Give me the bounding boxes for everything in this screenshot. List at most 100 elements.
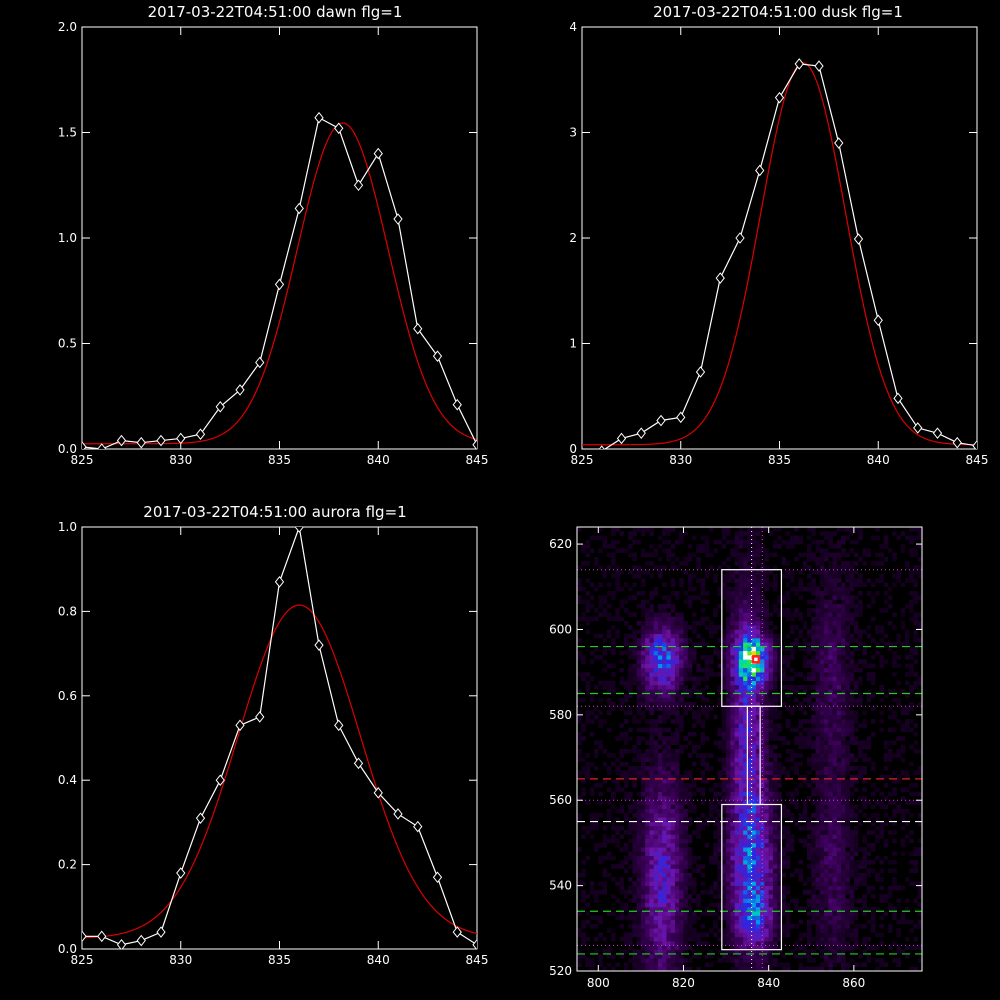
heatmap-pixel	[772, 808, 778, 814]
heatmap-pixel	[819, 684, 825, 690]
heatmap-pixel	[730, 842, 735, 848]
heatmap-pixel	[657, 676, 663, 681]
heatmap-pixel	[819, 804, 825, 810]
heatmap-pixel	[581, 868, 586, 874]
heatmap-pixel	[862, 872, 867, 878]
heatmap-pixel	[845, 902, 850, 908]
heatmap-pixel	[577, 650, 582, 656]
heatmap-pixel	[670, 766, 676, 771]
heatmap-pixel	[755, 642, 761, 647]
heatmap-pixel	[589, 603, 595, 609]
heatmap-pixel	[815, 561, 821, 566]
heatmap-pixel	[628, 958, 633, 963]
heatmap-pixel	[623, 633, 629, 639]
heatmap-pixel	[832, 885, 838, 891]
data-point-marker	[932, 427, 943, 439]
heatmap-pixel	[819, 556, 825, 562]
heatmap-pixel	[836, 915, 842, 921]
heatmap-pixel	[692, 778, 697, 784]
heatmap-pixel	[683, 966, 689, 971]
heatmap-pixel	[632, 663, 637, 669]
heatmap-pixel	[640, 569, 646, 575]
heatmap-pixel	[879, 638, 884, 643]
heatmap-pixel	[781, 684, 786, 690]
heatmap-pixel	[841, 864, 846, 869]
heatmap-pixel	[683, 941, 689, 946]
heatmap-pixel	[764, 842, 769, 848]
heatmap-pixel	[875, 625, 880, 630]
heatmap-pixel	[819, 740, 825, 746]
heatmap-pixel	[755, 945, 761, 950]
heatmap-pixel	[700, 791, 706, 797]
heatmap-pixel	[841, 825, 846, 831]
heatmap-pixel	[836, 847, 842, 852]
heatmap-pixel	[653, 885, 659, 891]
heatmap-pixel	[687, 945, 693, 950]
heatmap-pixel	[875, 629, 880, 635]
heatmap-pixel	[832, 612, 838, 617]
heatmap-pixel	[845, 638, 850, 643]
heatmap-pixel	[713, 834, 718, 839]
heatmap-pixel	[824, 783, 829, 788]
heatmap-pixel	[717, 539, 723, 545]
heatmap-pixel	[704, 573, 710, 579]
heatmap-pixel	[841, 817, 846, 822]
heatmap-pixel	[734, 719, 740, 724]
heatmap-pixel	[730, 915, 735, 921]
heatmap-pixel	[875, 855, 880, 861]
heatmap-pixel	[785, 684, 791, 690]
heatmap-pixel	[777, 723, 782, 728]
heatmap-pixel	[798, 612, 804, 617]
heatmap-pixel	[845, 966, 850, 971]
heatmap-pixel	[815, 936, 821, 942]
heatmap-pixel	[751, 872, 757, 878]
heatmap-pixel	[819, 697, 825, 703]
heatmap-pixel	[581, 548, 586, 553]
heatmap-pixel	[743, 659, 748, 664]
heatmap-pixel	[713, 902, 718, 908]
heatmap-pixel	[674, 936, 680, 942]
heatmap-pixel	[832, 616, 838, 622]
heatmap-pixel	[717, 638, 723, 643]
heatmap-pixel	[721, 800, 727, 805]
heatmap-pixel	[858, 608, 863, 613]
heatmap-pixel	[674, 719, 680, 724]
heatmap-pixel	[734, 659, 740, 664]
heatmap-pixel	[726, 663, 731, 669]
heatmap-pixel	[836, 825, 842, 831]
heatmap-pixel	[717, 808, 723, 814]
heatmap-pixel	[849, 864, 855, 869]
heatmap-pixel	[747, 719, 752, 724]
heatmap-pixel	[713, 808, 718, 814]
heatmap-pixel	[747, 642, 752, 647]
heatmap-pixel	[764, 919, 769, 925]
heatmap-pixel	[611, 591, 616, 596]
heatmap-pixel	[653, 629, 659, 635]
heatmap-pixel	[721, 659, 727, 664]
heatmap-pixel	[777, 855, 782, 861]
heatmap-pixel	[657, 953, 663, 959]
heatmap-pixel	[832, 573, 838, 579]
heatmap-pixel	[585, 774, 591, 780]
heatmap-pixel	[674, 885, 680, 891]
heatmap-pixel	[772, 902, 778, 908]
heatmap-pixel	[653, 655, 659, 660]
heatmap-pixel	[811, 881, 816, 886]
heatmap-pixel	[674, 684, 680, 690]
heatmap-pixel	[764, 766, 769, 771]
heatmap-pixel	[777, 676, 782, 681]
heatmap-pixel	[585, 911, 591, 916]
heatmap-pixel	[730, 633, 735, 639]
heatmap-pixel	[870, 804, 876, 810]
heatmap-pixel	[700, 881, 706, 886]
heatmap-pixel	[640, 693, 646, 699]
heatmap-pixel	[819, 731, 825, 737]
heatmap-pixel	[751, 527, 757, 532]
heatmap-pixel	[674, 749, 680, 754]
heatmap-pixel	[738, 813, 744, 818]
heatmap-pixel	[721, 667, 727, 673]
heatmap-pixel	[683, 825, 689, 831]
heatmap-pixel	[730, 795, 735, 801]
heatmap-pixel	[853, 898, 859, 903]
heatmap-pixel	[751, 578, 757, 583]
